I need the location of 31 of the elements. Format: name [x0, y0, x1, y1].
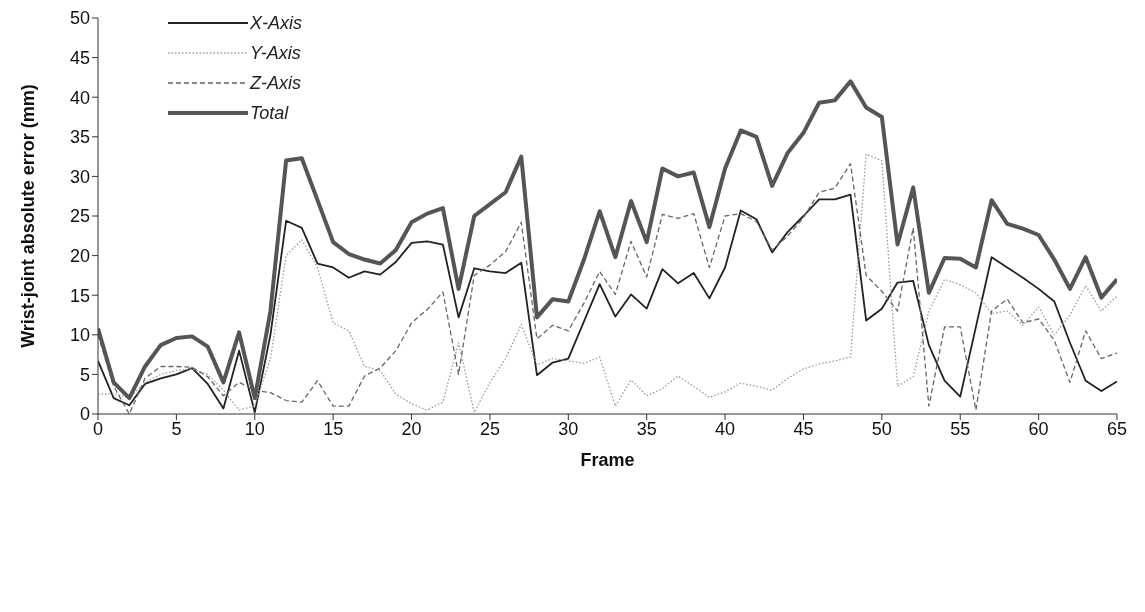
x-axis-title: Frame [580, 450, 635, 470]
x-tick-label: 60 [1028, 418, 1049, 439]
y-axis-title: Wrist-joint absolute error (mm) [18, 84, 39, 348]
x-tick-label: 25 [479, 418, 500, 439]
x-tick-label: 20 [401, 418, 422, 439]
x-tick-label: 5 [171, 418, 182, 439]
x-tick-label: 0 [92, 418, 104, 439]
x-tick-label: 55 [950, 418, 971, 439]
y-tick-label: 45 [69, 47, 90, 68]
y-tick-label: 25 [69, 206, 90, 227]
y-tick-label: 20 [69, 245, 90, 266]
y-tick-label: 10 [69, 325, 90, 346]
y-tick-label: 35 [69, 127, 90, 148]
legend-label: Z-Axis [250, 72, 301, 94]
legend-label: Total [250, 102, 289, 124]
x-tick-label: 40 [715, 418, 736, 439]
y-tick-label: 40 [69, 87, 90, 108]
y-tick-label: 0 [79, 404, 90, 425]
legend-label: X-Axis [250, 12, 303, 34]
x-tick-label: 30 [558, 418, 579, 439]
y-tick-label: 5 [79, 364, 90, 385]
x-tick-label: 15 [323, 418, 344, 439]
legend-label: Y-Axis [250, 42, 301, 64]
x-tick-label: 65 [1106, 418, 1128, 439]
x-tick-label: 10 [244, 418, 265, 439]
y-tick-label: 30 [69, 166, 90, 187]
x-tick-label: 35 [636, 418, 657, 439]
x-tick-label: 50 [871, 418, 892, 439]
x-tick-label: 45 [793, 418, 814, 439]
y-tick-label: 50 [69, 8, 90, 29]
y-tick-label: 15 [69, 285, 90, 306]
